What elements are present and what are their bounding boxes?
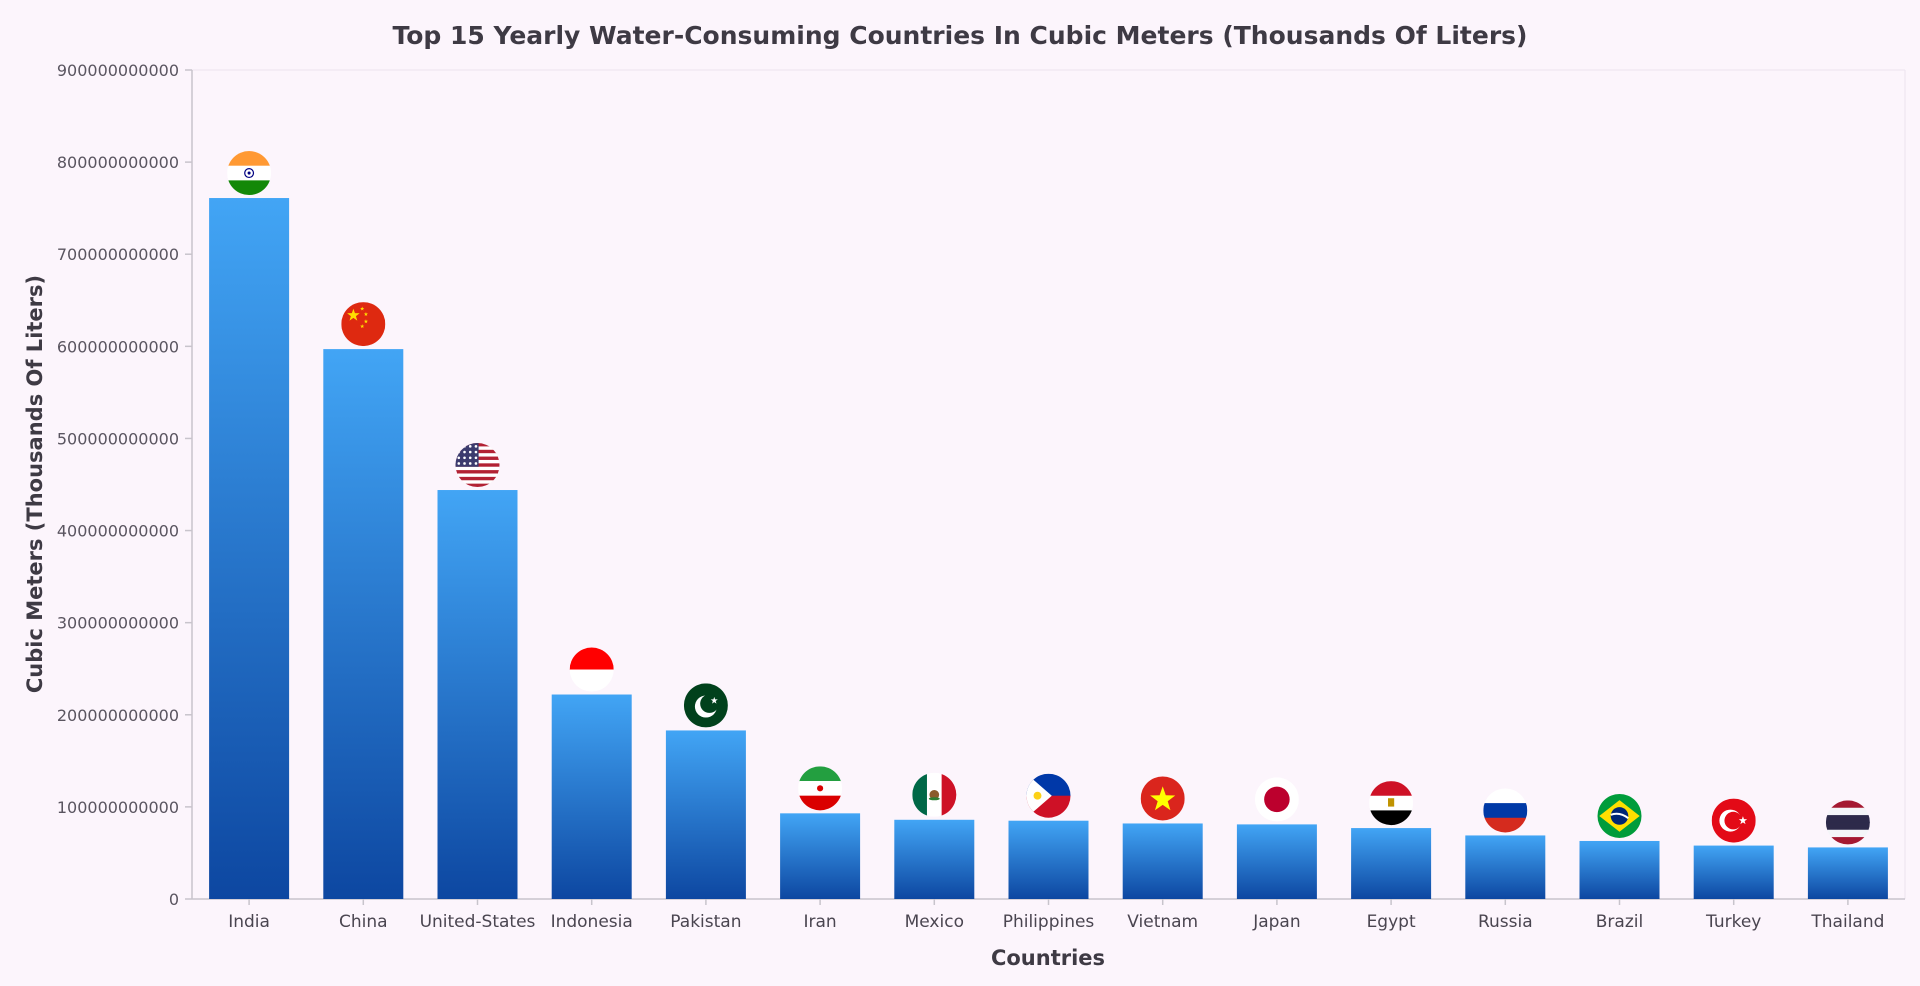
bar-india <box>209 198 290 900</box>
philippines-flag-icon <box>1026 773 1071 818</box>
japan-flag-icon <box>1254 777 1299 822</box>
x-tick-label: Indonesia <box>551 912 633 932</box>
bar-china <box>323 349 404 899</box>
china-flag-icon <box>341 302 386 347</box>
chart-title: Top 15 Yearly Water-Consuming Countries … <box>393 21 1528 50</box>
bar-vietnam <box>1122 823 1203 899</box>
x-tick-label: Vietnam <box>1127 912 1198 932</box>
x-axis-title: Countries <box>991 946 1105 970</box>
x-tick-label: Russia <box>1478 912 1533 932</box>
india-flag-icon <box>227 151 272 196</box>
bar-iran <box>780 813 861 899</box>
bar-russia <box>1465 835 1546 899</box>
bar-indonesia <box>551 694 632 899</box>
thailand-flag-icon <box>1825 800 1870 845</box>
bar-turkey <box>1693 845 1774 899</box>
x-tick-label: Mexico <box>905 912 964 932</box>
bar-thailand <box>1807 847 1888 899</box>
y-tick-label: 300000000000 <box>57 614 179 633</box>
brazil-flag-icon <box>1597 793 1642 838</box>
usa-flag-icon <box>455 443 500 488</box>
turkey-flag-icon <box>1711 798 1756 843</box>
x-tick-label: Egypt <box>1367 912 1416 932</box>
flag-markers <box>227 151 1870 845</box>
x-tick-label: Philippines <box>1003 912 1095 932</box>
x-tick-label: Pakistan <box>670 912 741 932</box>
vietnam-flag-icon <box>1140 776 1185 821</box>
x-tick-label: Iran <box>803 912 836 932</box>
mexico-flag-icon <box>912 772 957 817</box>
y-axis-ticks: 0 100000000000 200000000000 300000000000 400… <box>57 61 192 909</box>
x-tick-label: Brazil <box>1596 912 1643 932</box>
bar-brazil <box>1579 840 1660 899</box>
indonesia-flag-icon <box>569 647 614 692</box>
x-tick-label: Thailand <box>1810 912 1884 932</box>
pakistan-flag-icon <box>683 683 728 728</box>
bar-japan <box>1236 824 1317 899</box>
y-tick-label: 200000000000 <box>57 706 179 725</box>
y-tick-label: 400000000000 <box>57 522 179 541</box>
bars <box>209 198 1888 900</box>
y-tick-label: 100000000000 <box>57 798 179 817</box>
iran-flag-icon <box>798 766 843 811</box>
x-axis-labels: India China United-States Indonesia Pakistan… <box>228 899 1884 932</box>
x-tick-label: United-States <box>420 912 536 932</box>
y-tick-label: 800000000000 <box>57 153 179 172</box>
y-tick-label: 0 <box>169 890 179 909</box>
russia-flag-icon <box>1483 788 1528 833</box>
x-tick-label: Turkey <box>1705 912 1761 932</box>
x-tick-label: Japan <box>1252 912 1300 932</box>
y-tick-label: 500000000000 <box>57 429 179 448</box>
x-tick-label: India <box>228 912 270 932</box>
bar-united-states <box>437 490 518 899</box>
bar-egypt <box>1351 828 1432 899</box>
y-tick-label: 900000000000 <box>57 61 179 80</box>
y-tick-label: 600000000000 <box>57 337 179 356</box>
y-axis-title: Cubic Meters (Thousands Of Liters) <box>23 275 47 693</box>
egypt-flag-icon <box>1369 781 1414 826</box>
bar-mexico <box>894 819 975 899</box>
bar-philippines <box>1008 820 1089 899</box>
bar-pakistan <box>665 730 746 899</box>
x-tick-label: China <box>339 912 388 932</box>
y-tick-label: 700000000000 <box>57 245 179 264</box>
